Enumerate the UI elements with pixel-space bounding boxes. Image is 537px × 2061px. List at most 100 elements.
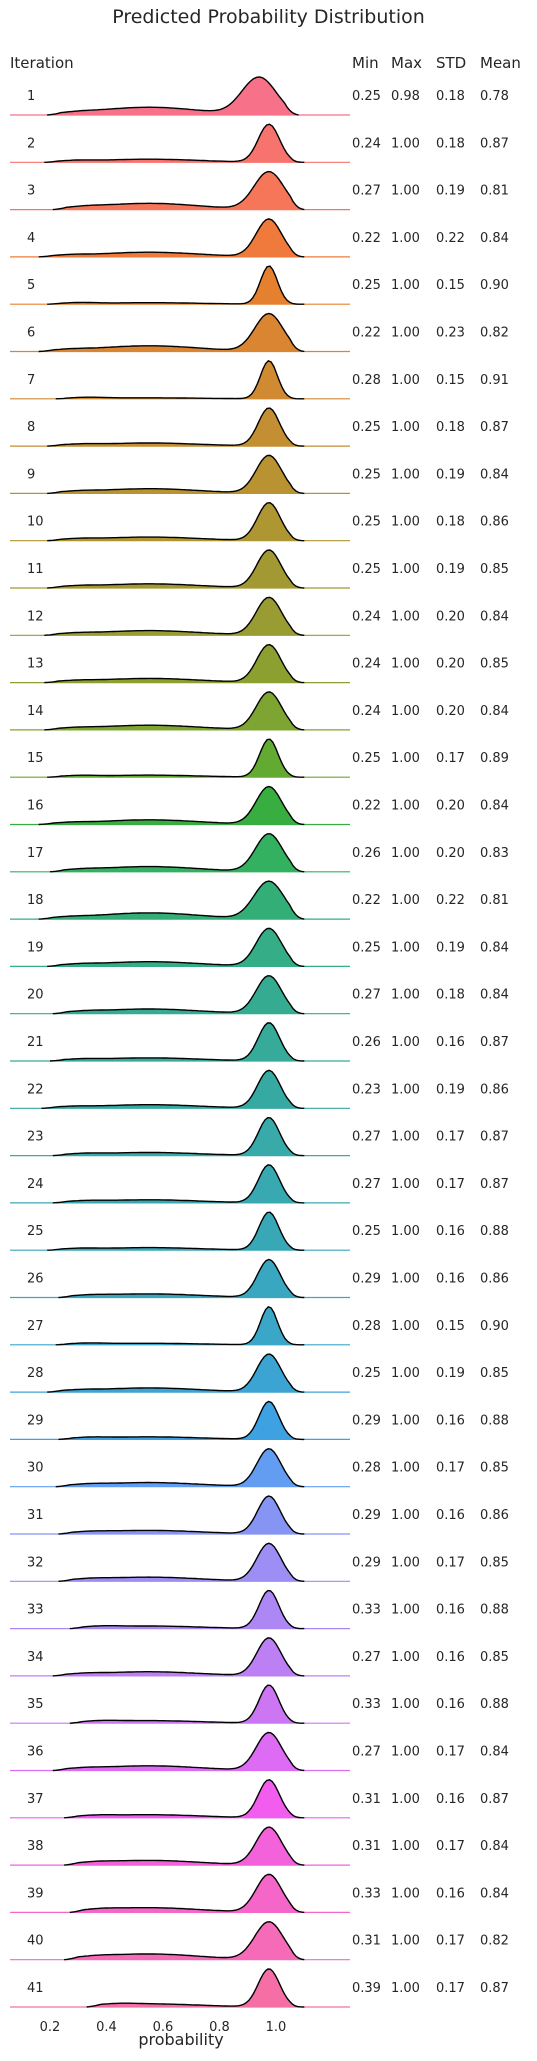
iteration-label: 38 bbox=[27, 1839, 44, 1854]
iteration-label: 15 bbox=[27, 751, 44, 766]
min-value: 0.33 bbox=[352, 1697, 381, 1712]
std-header: STD bbox=[436, 54, 466, 72]
std-value: 0.20 bbox=[436, 799, 465, 814]
min-value: 0.33 bbox=[352, 1603, 381, 1618]
max-value: 1.00 bbox=[391, 136, 420, 151]
ridge-area bbox=[69, 1590, 305, 1629]
std-value: 0.15 bbox=[436, 373, 465, 388]
ridge-outline bbox=[64, 1779, 305, 1819]
mean-value: 0.87 bbox=[480, 1792, 509, 1807]
min-value: 0.25 bbox=[352, 751, 381, 766]
ridge-outline bbox=[44, 691, 305, 731]
mean-value: 0.84 bbox=[480, 609, 509, 624]
iteration-label: 20 bbox=[27, 988, 44, 1003]
std-value: 0.20 bbox=[436, 704, 465, 719]
ridge-outline bbox=[86, 1968, 305, 2008]
iteration-label: 1 bbox=[27, 89, 35, 104]
mean-value: 0.81 bbox=[480, 893, 509, 908]
min-value: 0.28 bbox=[352, 1461, 381, 1476]
mean-value: 0.86 bbox=[480, 1272, 509, 1287]
min-value: 0.24 bbox=[352, 136, 381, 151]
iteration-label: 24 bbox=[27, 1177, 44, 1192]
ridge-area bbox=[58, 1401, 305, 1440]
max-value: 1.00 bbox=[391, 1555, 420, 1570]
x-axis: 0.2 0.4 0.6 0.8 1.0 bbox=[40, 2020, 287, 2035]
mean-value: 0.88 bbox=[480, 1413, 509, 1428]
ridge-row: 34 0.27 1.00 0.16 0.85 bbox=[10, 1637, 509, 1677]
ridge-outline bbox=[38, 312, 305, 353]
iteration-label: 28 bbox=[27, 1366, 44, 1381]
ridge-area bbox=[55, 1448, 305, 1487]
std-value: 0.19 bbox=[436, 1082, 465, 1097]
iteration-label: 25 bbox=[27, 1224, 44, 1239]
max-value: 1.00 bbox=[391, 893, 420, 908]
iteration-label: 34 bbox=[27, 1650, 44, 1665]
min-value: 0.31 bbox=[352, 1934, 381, 1949]
ridge-outline bbox=[55, 359, 305, 400]
ridge-outline bbox=[47, 76, 299, 116]
ridge-area bbox=[47, 1354, 305, 1393]
ridge-row: 7 0.28 1.00 0.15 0.91 bbox=[10, 359, 509, 400]
ridge-area bbox=[52, 975, 305, 1014]
iteration-label: 6 bbox=[27, 326, 35, 341]
iteration-label: 12 bbox=[27, 609, 44, 624]
min-value: 0.24 bbox=[352, 704, 381, 719]
ridge-area bbox=[64, 1921, 305, 1960]
mean-header: Mean bbox=[480, 54, 521, 72]
ridge-row: 36 0.27 1.00 0.17 0.84 bbox=[10, 1731, 509, 1772]
min-value: 0.22 bbox=[352, 893, 381, 908]
mean-value: 0.87 bbox=[480, 1177, 509, 1192]
max-value: 1.00 bbox=[391, 184, 420, 199]
mean-value: 0.88 bbox=[480, 1697, 509, 1712]
ridge-row: 18 0.22 1.00 0.22 0.81 bbox=[10, 880, 509, 920]
mean-value: 0.85 bbox=[480, 562, 509, 577]
min-value: 0.22 bbox=[352, 799, 381, 814]
mean-value: 0.90 bbox=[480, 1319, 509, 1334]
ridge-outline bbox=[58, 1495, 305, 1535]
std-value: 0.17 bbox=[436, 1555, 465, 1570]
mean-value: 0.87 bbox=[480, 136, 509, 151]
max-value: 1.00 bbox=[391, 1035, 420, 1050]
max-value: 1.00 bbox=[391, 1934, 420, 1949]
x-axis-label: probability bbox=[138, 2030, 223, 2049]
ridge-row: 38 0.31 1.00 0.17 0.84 bbox=[10, 1826, 509, 1866]
ridge-outline bbox=[47, 1211, 305, 1251]
iteration-label: 3 bbox=[27, 184, 35, 199]
iteration-label: 32 bbox=[27, 1555, 44, 1570]
mean-value: 0.85 bbox=[480, 1650, 509, 1665]
ridge-area bbox=[38, 218, 305, 257]
ridge-area bbox=[38, 786, 305, 825]
ridge-row: 30 0.28 1.00 0.17 0.85 bbox=[10, 1447, 509, 1488]
ridge-outline bbox=[47, 1353, 305, 1393]
max-value: 1.00 bbox=[391, 373, 420, 388]
std-value: 0.18 bbox=[436, 420, 465, 435]
min-value: 0.24 bbox=[352, 657, 381, 672]
std-value: 0.16 bbox=[436, 1272, 465, 1287]
ridge-outline bbox=[58, 1258, 305, 1299]
min-value: 0.25 bbox=[352, 515, 381, 530]
std-value: 0.18 bbox=[436, 136, 465, 151]
min-value: 0.29 bbox=[352, 1413, 381, 1428]
ridge-area bbox=[44, 644, 305, 683]
std-value: 0.15 bbox=[436, 1319, 465, 1334]
min-value: 0.25 bbox=[352, 420, 381, 435]
ridge-row: 8 0.25 1.00 0.18 0.87 bbox=[10, 407, 509, 447]
min-value: 0.31 bbox=[352, 1792, 381, 1807]
ridge-row: 25 0.25 1.00 0.16 0.88 bbox=[10, 1211, 509, 1251]
ridge-row: 40 0.31 1.00 0.17 0.82 bbox=[10, 1920, 509, 1961]
ridge-area bbox=[52, 1164, 305, 1203]
max-value: 1.00 bbox=[391, 1177, 420, 1192]
mean-value: 0.87 bbox=[480, 1130, 509, 1145]
min-value: 0.25 bbox=[352, 940, 381, 955]
stat-headers: Min Max STD Mean bbox=[352, 54, 521, 72]
max-value: 1.00 bbox=[391, 420, 420, 435]
ridge-outline bbox=[52, 170, 305, 211]
mean-value: 0.86 bbox=[480, 1082, 509, 1097]
std-value: 0.17 bbox=[436, 1934, 465, 1949]
std-value: 0.17 bbox=[436, 1461, 465, 1476]
min-value: 0.22 bbox=[352, 231, 381, 246]
ridge-outline bbox=[38, 218, 305, 258]
ridge-row: 31 0.29 1.00 0.16 0.86 bbox=[10, 1495, 509, 1535]
row-header: Iteration bbox=[10, 54, 74, 72]
max-value: 1.00 bbox=[391, 562, 420, 577]
